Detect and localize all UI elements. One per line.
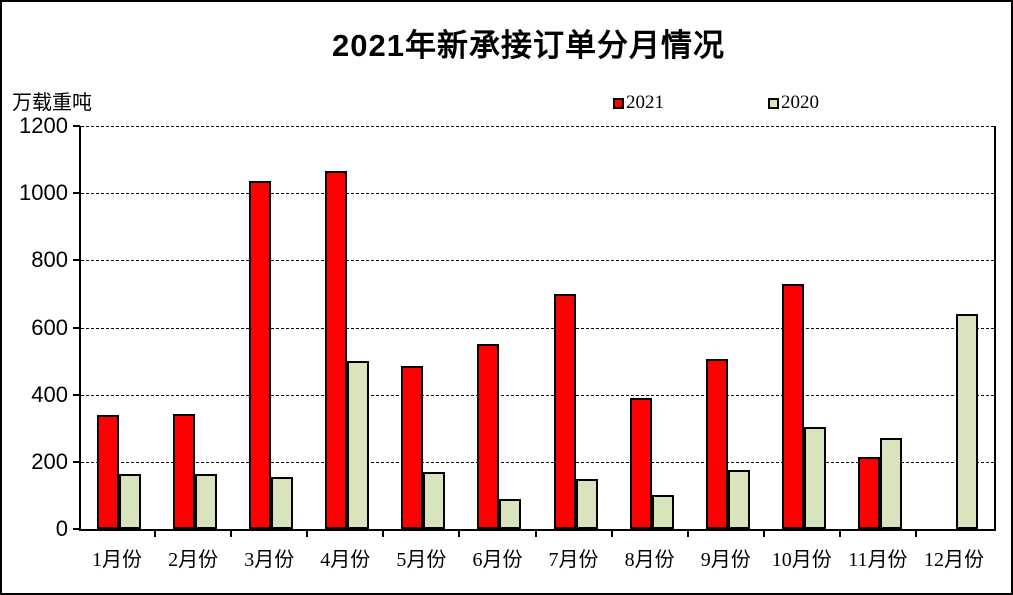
x-axis-label-1月份: 1月份 [92, 549, 143, 571]
bar-2021-7月份 [553, 294, 576, 529]
bar-2020-12月份 [955, 314, 978, 529]
bar-2020-3月份 [271, 477, 294, 529]
bar-2020-6月份 [499, 499, 522, 529]
x-tick-mark-7 [610, 531, 613, 537]
gridline-800 [81, 260, 994, 262]
bar-2021-10月份 [781, 284, 804, 529]
x-axis-label-4月份: 4月份 [320, 549, 371, 571]
bar-2020-9月份 [727, 470, 750, 529]
x-axis-label-3月份: 3月份 [244, 549, 295, 571]
y-axis-title: 万载重吨 [12, 92, 92, 114]
bar-2020-4月份 [347, 361, 370, 529]
y-tick-label-800: 800 [31, 247, 68, 273]
bar-2021-4月份 [325, 171, 348, 529]
y-tick-label-1000: 1000 [19, 180, 68, 206]
x-tick-mark-10 [838, 531, 841, 537]
x-axis-label-11月份: 11月份 [848, 549, 908, 571]
plot-area [79, 126, 996, 531]
x-axis-label-2月份: 2月份 [168, 549, 219, 571]
bar-2020-7月份 [575, 479, 598, 529]
gridline-400 [81, 394, 994, 396]
bar-2021-1月份 [97, 415, 120, 529]
legend-swatch-2021-icon [613, 97, 624, 109]
x-tick-mark-4 [382, 531, 385, 537]
y-tick-mark-600 [73, 326, 80, 329]
x-axis-label-10月份: 10月份 [771, 549, 832, 571]
x-tick-mark-6 [534, 531, 537, 537]
bar-2021-11月份 [857, 457, 880, 529]
x-tick-mark-2 [230, 531, 233, 537]
gridline-1000 [81, 193, 994, 195]
y-tick-mark-800 [73, 259, 80, 262]
y-tick-mark-200 [73, 460, 80, 463]
y-tick-label-1200: 1200 [19, 113, 68, 138]
x-axis-label-12月份: 12月份 [923, 549, 984, 571]
legend-item-2020: 2020 [768, 92, 819, 113]
bar-2020-2月份 [195, 474, 218, 529]
y-tick-label-600: 600 [31, 314, 68, 340]
x-tick-mark-8 [686, 531, 689, 537]
x-axis-label-8月份: 8月份 [624, 549, 675, 571]
x-tick-mark-3 [306, 531, 309, 537]
bar-2020-1月份 [119, 474, 142, 529]
y-tick-mark-400 [73, 393, 80, 396]
x-tick-mark-5 [458, 531, 461, 537]
chart-title: 2021年新承接订单分月情况 [332, 28, 725, 63]
x-axis-label-6月份: 6月份 [472, 549, 523, 571]
y-tick-label-0: 0 [55, 516, 68, 541]
x-axis-label-9月份: 9月份 [700, 549, 751, 571]
bar-2021-9月份 [705, 359, 728, 529]
gridline-200 [81, 461, 994, 463]
gridline-600 [81, 327, 994, 329]
bar-2020-10月份 [803, 427, 826, 529]
x-tick-mark-11 [914, 531, 917, 537]
bar-2020-5月份 [423, 472, 446, 529]
y-tick-mark-1200 [73, 125, 80, 127]
x-axis-label-5月份: 5月份 [396, 549, 447, 571]
bar-2021-8月份 [629, 398, 652, 529]
x-axis-label-7月份: 7月份 [548, 549, 599, 571]
y-tick-mark-1000 [73, 192, 80, 195]
y-tick-mark-0 [73, 528, 80, 530]
x-tick-mark-1 [154, 531, 157, 537]
bar-2021-6月份 [477, 344, 500, 529]
legend-label-2021: 2021 [626, 92, 664, 113]
gridline-1200 [81, 126, 994, 127]
bar-2020-11月份 [879, 438, 902, 529]
bar-2021-5月份 [401, 366, 424, 529]
legend-item-2021: 2021 [613, 92, 664, 113]
legend-label-2020: 2020 [781, 92, 819, 113]
bar-2020-8月份 [651, 495, 674, 529]
bar-2021-2月份 [173, 414, 196, 529]
bar-2021-3月份 [249, 181, 272, 529]
y-tick-label-200: 200 [31, 448, 68, 474]
x-tick-mark-9 [762, 531, 765, 537]
y-tick-label-400: 400 [31, 381, 68, 407]
legend-swatch-2020-icon [768, 97, 779, 109]
